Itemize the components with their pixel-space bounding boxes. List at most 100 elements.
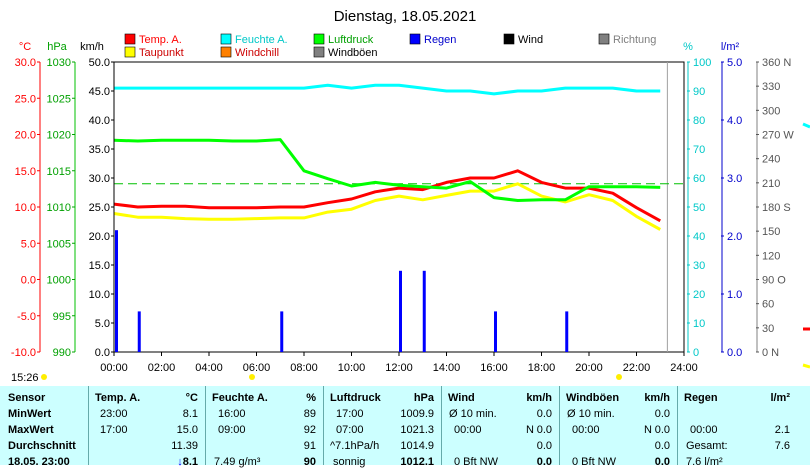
- wind-tick: 50.0: [89, 57, 110, 69]
- rain-bar: [494, 311, 497, 352]
- direction-tick: 120: [762, 250, 780, 262]
- humidity-min-time: 16:00: [218, 408, 246, 420]
- direction-tick: 300: [762, 105, 780, 117]
- rain-bar: [115, 230, 118, 352]
- wind-tick: 20.0: [89, 231, 110, 243]
- plot-area: [113, 61, 810, 369]
- rain-tick: 0.0: [727, 347, 742, 359]
- row-label-max: MaxWert: [8, 424, 54, 436]
- rain-now: 7.6 l/m²: [686, 456, 723, 468]
- wind-unit: km/h: [526, 392, 552, 404]
- temp-a-series-line: [113, 169, 661, 223]
- wind-tick: 30.0: [89, 173, 110, 185]
- humidity-max-time: 09:00: [218, 424, 246, 436]
- rain-bar: [399, 270, 402, 352]
- wind-tick: 40.0: [89, 115, 110, 127]
- rain-bar: [565, 311, 569, 352]
- legend-swatch: [220, 46, 232, 58]
- temp-tick: 0.0: [21, 275, 36, 287]
- x-tick-label: 00:00: [100, 362, 128, 374]
- gust-now-sub: 0 Bft NW: [572, 456, 617, 468]
- edge-fragment: [802, 122, 810, 129]
- pressure-tick: 990: [53, 347, 71, 359]
- rain-bar: [422, 270, 426, 352]
- temp-axis-unit: °C: [19, 41, 31, 53]
- legend-label: Windchill: [235, 47, 279, 59]
- humidity-header: Feuchte A.: [212, 392, 268, 404]
- rain-axis-unit: l/m²: [721, 41, 740, 53]
- axis-units: °C hPa km/h% l/m²: [19, 41, 740, 53]
- humidity-tick: 40: [693, 231, 705, 243]
- chart-title: Dienstag, 18.05.2021: [334, 8, 477, 25]
- pressure-axis-unit: hPa: [47, 41, 67, 53]
- down-arrow-icon: ↓: [177, 456, 183, 468]
- statistics-table: Sensor MinWert MaxWert Durchschnitt 18.0…: [0, 386, 810, 468]
- direction-tick: 210: [762, 178, 780, 190]
- pressure-header: Luftdruck: [330, 392, 381, 404]
- temp-unit: °C: [185, 392, 198, 404]
- sunset-marker: [616, 374, 622, 380]
- gust-min: 0.0: [654, 408, 670, 420]
- temp-tick: 20.0: [15, 130, 36, 142]
- direction-tick: 240: [762, 154, 780, 166]
- humidity-now-sub: 7.49 g/m³: [214, 456, 261, 468]
- row-label-min: MinWert: [8, 408, 52, 420]
- pressure-max-time: 07:00: [336, 424, 364, 436]
- wind-avg: 0.0: [536, 440, 552, 452]
- x-tick-label: 18:00: [528, 362, 556, 374]
- pressure-unit: hPa: [413, 392, 434, 404]
- humidity-max: 92: [303, 424, 316, 436]
- legend-label: Luftdruck: [328, 34, 374, 46]
- gust-header: Windböen: [566, 392, 620, 404]
- wind-header: Wind: [448, 392, 475, 404]
- row-label-now: 18.05. 23:00: [8, 456, 70, 468]
- rain-bar: [137, 311, 141, 352]
- pressure-min-time: 17:00: [336, 408, 364, 420]
- gust-now: 0.0: [654, 456, 670, 468]
- x-tick-label: 10:00: [338, 362, 366, 374]
- wind-max-dir: N: [526, 424, 534, 436]
- legend-label: Temp. A.: [139, 34, 182, 46]
- x-tick-label: 16:00: [480, 362, 508, 374]
- rain-tick: 5.0: [727, 57, 742, 69]
- pressure-avg: 1014.9: [400, 440, 434, 452]
- x-tick-label: 22:00: [623, 362, 651, 374]
- temp-max: 15.0: [176, 424, 198, 436]
- humidity-tick: 10: [693, 318, 705, 330]
- legend: Temp. A. Feuchte A. Luftdruck Regen Wind Rich…: [124, 33, 656, 59]
- x-tick-label: 06:00: [243, 362, 271, 374]
- temp-header: Temp. A.: [95, 392, 141, 404]
- humidity-axis-unit: %: [683, 41, 693, 53]
- pressure-tick: 1010: [47, 202, 71, 214]
- rain-max-time: 00:00: [690, 424, 718, 436]
- legend-label: Windböen: [328, 47, 378, 59]
- humidity-tick: 0: [693, 347, 699, 359]
- pressure-forecast: sonnig: [333, 456, 366, 468]
- wind-now-sub: 0 Bft NW: [454, 456, 499, 468]
- humidity-tick: 80: [693, 115, 705, 127]
- wind-tick: 45.0: [89, 86, 110, 98]
- legend-swatch: [503, 33, 515, 45]
- humidity-tick: 100: [693, 57, 711, 69]
- humidity-tick: 90: [693, 86, 705, 98]
- gust-unit: km/h: [644, 392, 670, 404]
- direction-tick: 90 O: [762, 275, 786, 287]
- pressure-tick: 1005: [47, 238, 71, 250]
- pressure-now: 1012.1: [400, 456, 434, 468]
- temp-tick: 25.0: [15, 93, 36, 105]
- legend-swatch: [409, 33, 421, 45]
- temp-tick: 5.0: [21, 238, 36, 250]
- legend-swatch: [124, 33, 136, 45]
- wind-tick: 15.0: [89, 260, 110, 272]
- wind-tick: 10.0: [89, 289, 110, 301]
- humidity-tick: 70: [693, 144, 705, 156]
- temp-tick: -5.0: [17, 311, 36, 323]
- direction-tick: 180 S: [762, 202, 791, 214]
- direction-tick: 60: [762, 299, 774, 311]
- legend-label: Wind: [518, 34, 543, 46]
- row-label-avg: Durchschnitt: [8, 440, 76, 452]
- sunrise-marker: [41, 374, 47, 380]
- x-tick-label: 20:00: [575, 362, 603, 374]
- rain-bar: [280, 311, 284, 352]
- humidity-unit: %: [306, 392, 316, 404]
